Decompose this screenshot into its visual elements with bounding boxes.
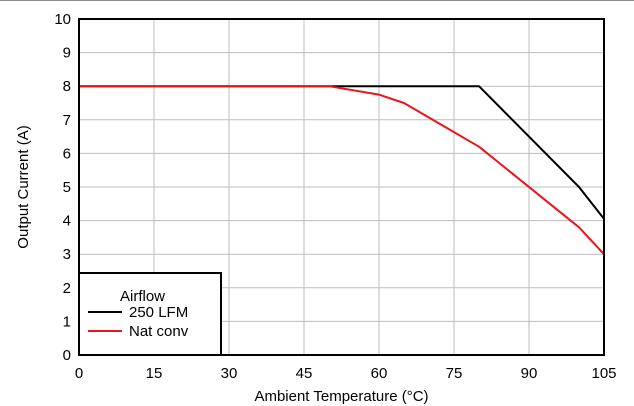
x-tick-label: 105 <box>591 365 616 382</box>
top-divider <box>0 0 634 1</box>
y-tick-labels: 0 1 2 3 4 5 6 7 8 9 10 <box>54 11 71 364</box>
x-tick-label: 45 <box>296 365 313 382</box>
y-tick-label: 5 <box>63 179 71 196</box>
series-line-250-lfm <box>79 85 605 220</box>
legend-label-nat-conv: Nat conv <box>129 323 189 340</box>
series-line-nat-conv <box>79 85 605 255</box>
y-tick-label: 6 <box>63 145 71 162</box>
x-axis-title: Ambient Temperature (°C) <box>254 388 428 405</box>
y-tick-label: 3 <box>63 246 71 263</box>
y-tick-label: 8 <box>63 78 71 95</box>
x-tick-label: 75 <box>446 365 463 382</box>
x-tick-label: 0 <box>75 365 83 382</box>
x-tick-label: 90 <box>521 365 538 382</box>
x-tick-labels: 0 15 30 45 60 75 90 105 <box>75 365 617 382</box>
y-tick-label: 1 <box>63 313 71 330</box>
x-tick-label: 60 <box>371 365 388 382</box>
y-axis-title: Output Current (A) <box>15 125 32 248</box>
x-tick-label: 30 <box>221 365 238 382</box>
legend: Airflow 250 LFM Nat conv <box>78 272 222 356</box>
y-tick-label: 9 <box>63 45 71 62</box>
series-lines <box>79 85 605 255</box>
plot-frame <box>78 18 605 356</box>
y-tick-label: 0 <box>63 347 71 364</box>
y-tick-label: 2 <box>63 280 71 297</box>
x-tick-label: 15 <box>146 365 163 382</box>
y-tick-label: 10 <box>54 11 71 28</box>
legend-title: Airflow <box>120 288 165 305</box>
y-tick-label: 7 <box>63 112 71 129</box>
legend-box <box>78 272 222 356</box>
legend-label-250-lfm: 250 LFM <box>129 304 188 321</box>
y-tick-label: 4 <box>63 213 71 230</box>
